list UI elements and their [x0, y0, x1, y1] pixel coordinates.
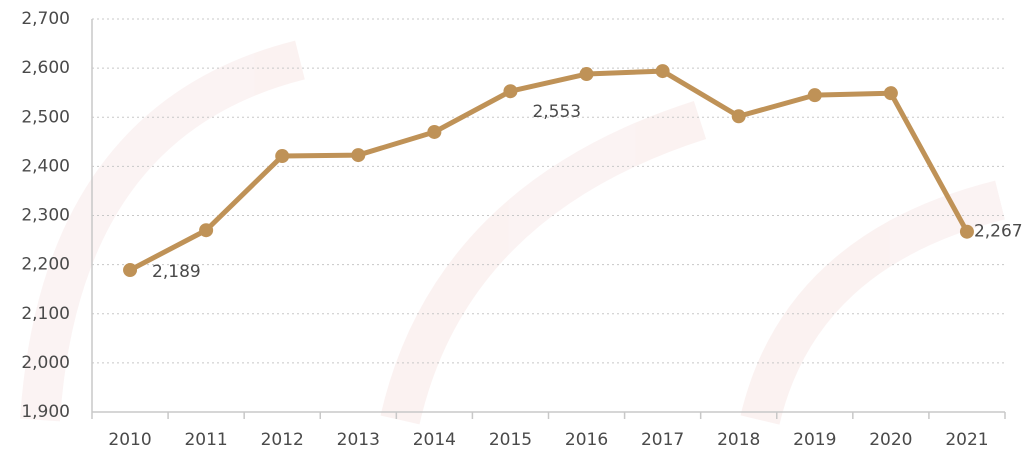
x-tick-label: 2021 — [945, 430, 988, 450]
x-tick-label: 2015 — [489, 430, 532, 450]
x-tick-label: 2019 — [793, 430, 836, 450]
marker — [580, 67, 594, 81]
x-tick-label: 2014 — [413, 430, 456, 450]
marker — [656, 64, 670, 78]
data-label: 2,267 — [974, 222, 1023, 242]
chart: 1,900 2,000 2,100 2,200 2,300 2,400 2,500 2,600… — [0, 0, 1032, 452]
marker — [427, 125, 441, 139]
marker — [960, 225, 974, 239]
x-tick-label: 2010 — [108, 430, 151, 450]
marker — [808, 88, 822, 102]
marker — [884, 86, 898, 100]
x-tick-label: 2016 — [565, 430, 608, 450]
y-tick-label: 2,000 — [21, 353, 70, 373]
y-tick-label: 2,400 — [21, 156, 70, 176]
data-label: 2,189 — [152, 262, 201, 282]
marker — [732, 109, 746, 123]
data-label: 2,553 — [532, 102, 581, 122]
y-tick-label: 1,900 — [21, 402, 70, 422]
marker — [199, 223, 213, 237]
y-tick-label: 2,500 — [21, 107, 70, 127]
x-tick-label: 2017 — [641, 430, 684, 450]
y-tick-label: 2,700 — [21, 9, 70, 29]
marker — [351, 148, 365, 162]
y-tick-label: 2,100 — [21, 304, 70, 324]
x-tick-label: 2020 — [869, 430, 912, 450]
x-tick-label: 2013 — [337, 430, 380, 450]
marker — [275, 149, 289, 163]
x-tick-label: 2018 — [717, 430, 760, 450]
marker — [503, 84, 517, 98]
x-tick-label: 2012 — [261, 430, 304, 450]
x-tick-label: 2011 — [184, 430, 227, 450]
y-tick-label: 2,600 — [21, 58, 70, 78]
y-tick-label: 2,300 — [21, 206, 70, 226]
marker — [123, 263, 137, 277]
y-tick-label: 2,200 — [21, 255, 70, 275]
